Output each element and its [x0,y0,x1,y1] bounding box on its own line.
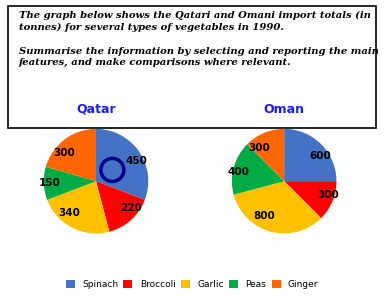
Wedge shape [284,129,336,181]
Wedge shape [232,144,284,195]
Title: Qatar: Qatar [76,103,116,116]
Text: 600: 600 [309,151,331,161]
Wedge shape [96,129,148,200]
Wedge shape [234,181,321,233]
Text: 300: 300 [317,190,339,200]
Wedge shape [47,181,109,233]
FancyBboxPatch shape [8,6,376,128]
Title: Oman: Oman [264,103,305,116]
Wedge shape [96,181,145,232]
Text: 450: 450 [125,156,147,166]
Text: The graph below shows the Qatari and Omani import totals (in
tonnes) for several: The graph below shows the Qatari and Oma… [19,11,379,67]
Wedge shape [46,129,96,181]
Wedge shape [44,167,96,200]
Text: 300: 300 [249,143,271,153]
Legend: Spinach, Broccoli, Garlic, Peas, Ginger: Spinach, Broccoli, Garlic, Peas, Ginger [62,276,322,293]
Wedge shape [247,129,284,181]
Text: 220: 220 [120,203,141,213]
Text: 800: 800 [253,211,275,220]
Wedge shape [284,181,336,218]
Text: 340: 340 [58,208,80,218]
Text: 300: 300 [53,148,74,158]
Text: 400: 400 [228,167,250,177]
Text: 150: 150 [39,178,61,188]
